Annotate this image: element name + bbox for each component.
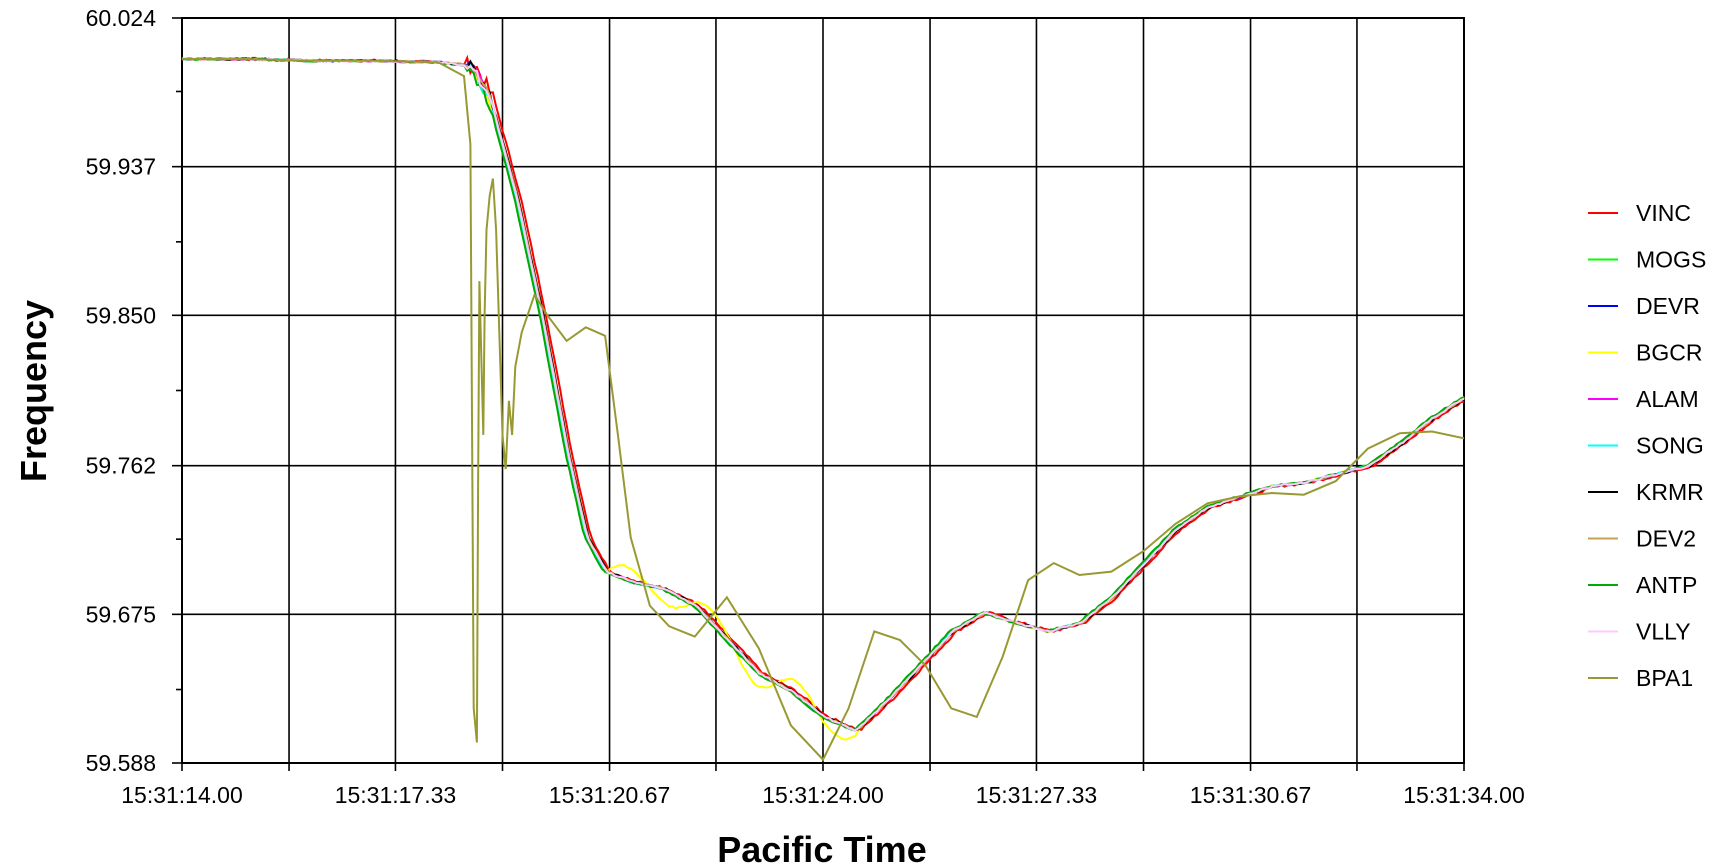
x-axis-title: Pacific Time	[717, 829, 926, 867]
grid-layer	[172, 17, 1465, 771]
legend-label-antp: ANTP	[1636, 572, 1697, 598]
y-tick-label: 59.675	[86, 601, 156, 627]
legend-label-krmr: KRMR	[1636, 479, 1704, 505]
legend: VINC MOGS DEVR BGCR ALAM SONG KRMR DEV2 ANTP VLLY…	[1588, 200, 1706, 691]
legend-label-devr: DEVR	[1636, 293, 1700, 319]
axis-layer: 60.024 59.937 59.850 59.762 59.675 59.588 15:3…	[86, 5, 1525, 808]
y-axis-title: Frequency	[13, 300, 54, 482]
x-tick-label: 15:31:27.33	[976, 782, 1098, 808]
x-tick-label: 15:31:14.00	[121, 782, 243, 808]
legend-label-bpa1: BPA1	[1636, 665, 1693, 691]
x-tick-label: 15:31:20.67	[549, 782, 671, 808]
legend-label-vinc: VINC	[1636, 200, 1691, 226]
series-layer	[181, 54, 1465, 762]
y-tick-label: 59.850	[86, 302, 156, 328]
x-tick-label: 15:31:34.00	[1403, 782, 1525, 808]
x-tick-label: 15:31:30.67	[1190, 782, 1312, 808]
legend-label-vlly: VLLY	[1636, 619, 1691, 645]
y-tick-label: 59.588	[86, 750, 156, 776]
legend-label-dev2: DEV2	[1636, 526, 1696, 552]
y-tick-label: 59.762	[86, 453, 156, 479]
y-tick-label: 60.024	[86, 5, 157, 31]
legend-label-song: SONG	[1636, 433, 1704, 459]
legend-label-alam: ALAM	[1636, 386, 1699, 412]
legend-label-mogs: MOGS	[1636, 247, 1706, 273]
y-tick-label: 59.937	[86, 154, 156, 180]
x-tick-label: 15:31:17.33	[335, 782, 457, 808]
x-tick-label: 15:31:24.00	[762, 782, 884, 808]
series-line-bpa1	[182, 58, 1465, 762]
legend-label-bgcr: BGCR	[1636, 340, 1702, 366]
